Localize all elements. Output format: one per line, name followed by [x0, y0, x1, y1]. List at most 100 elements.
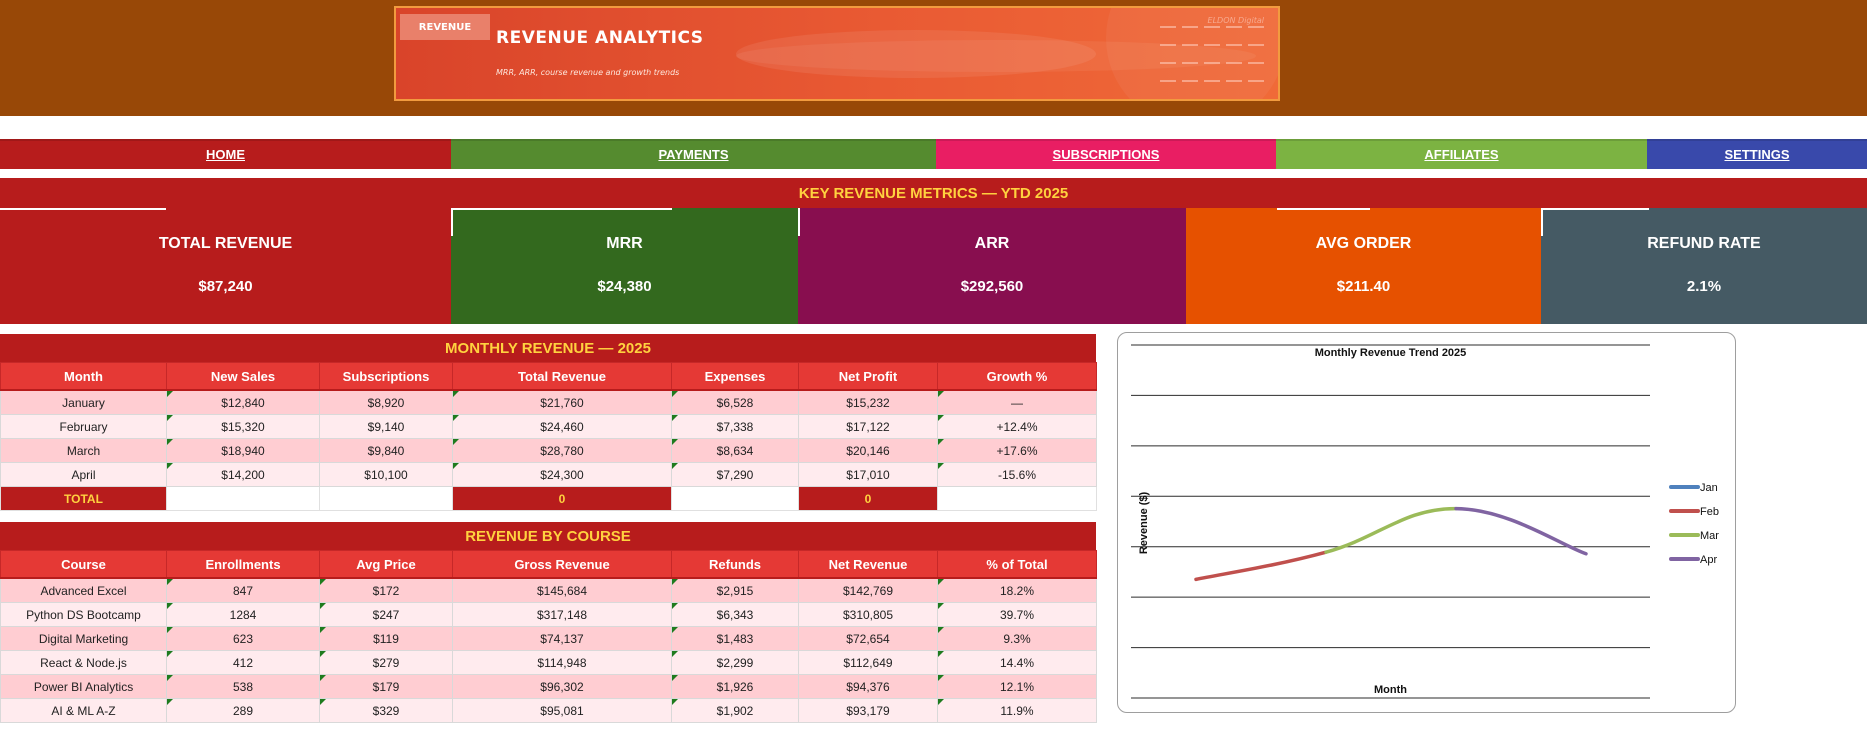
monthly-cell[interactable]: $21,760 — [452, 389, 672, 415]
monthly-total-cell[interactable]: 0 — [798, 486, 938, 511]
course-cell[interactable]: $112,649 — [798, 650, 938, 675]
course-cell[interactable]: 623 — [166, 626, 320, 651]
chart-canvas: Monthly Revenue Trend 2025 Month Revenue (… — [1131, 344, 1719, 699]
course-cell[interactable]: 14.4% — [937, 650, 1097, 675]
course-cell[interactable]: $93,179 — [798, 698, 938, 723]
monthly-cell[interactable]: $10,100 — [319, 462, 453, 487]
course-cell[interactable]: $179 — [319, 674, 453, 699]
monthly-cell[interactable]: +12.4% — [937, 414, 1097, 439]
course-revenue-table: Course Enrollments Avg Price Gross Revenue R… — [0, 550, 1097, 723]
course-cell[interactable]: $329 — [319, 698, 453, 723]
course-cell[interactable]: Power BI Analytics — [0, 674, 167, 699]
course-table-title: REVENUE BY COURSE — [0, 522, 1096, 550]
monthly-cell[interactable]: +17.6% — [937, 438, 1097, 463]
chart-series-line-apr — [1454, 506, 1588, 556]
nav-subscriptions[interactable]: SUBSCRIPTIONS — [936, 139, 1276, 169]
nav-affiliates[interactable]: AFFILIATES — [1276, 139, 1647, 169]
course-cell[interactable]: $1,483 — [671, 626, 799, 651]
course-cell[interactable]: $2,915 — [671, 577, 799, 603]
monthly-cell[interactable]: February — [0, 414, 167, 439]
course-cell[interactable]: $317,148 — [452, 602, 672, 627]
course-cell[interactable]: $172 — [319, 577, 453, 603]
revenue-trend-chart[interactable]: Monthly Revenue Trend 2025 Month Revenue (… — [1117, 332, 1736, 713]
course-cell[interactable]: $145,684 — [452, 577, 672, 603]
nav-settings[interactable]: SETTINGS — [1647, 139, 1867, 169]
nav-home[interactable]: HOME — [0, 139, 451, 169]
course-cell[interactable]: Digital Marketing — [0, 626, 167, 651]
monthly-cell[interactable]: $17,122 — [798, 414, 938, 439]
course-cell[interactable]: 289 — [166, 698, 320, 723]
course-cell[interactable]: $114,948 — [452, 650, 672, 675]
course-header-cell: Avg Price — [319, 550, 453, 579]
monthly-total-cell[interactable] — [671, 486, 799, 511]
monthly-cell[interactable]: $7,290 — [671, 462, 799, 487]
course-cell[interactable]: 39.7% — [937, 602, 1097, 627]
course-cell[interactable]: 1284 — [166, 602, 320, 627]
monthly-total-cell[interactable]: TOTAL — [0, 486, 167, 511]
course-cell[interactable]: 11.9% — [937, 698, 1097, 723]
course-cell[interactable]: $1,902 — [671, 698, 799, 723]
banner-dash — [1248, 26, 1264, 28]
monthly-cell[interactable]: $12,840 — [166, 389, 320, 415]
monthly-cell[interactable]: $9,840 — [319, 438, 453, 463]
course-cell[interactable]: 18.2% — [937, 577, 1097, 603]
monthly-cell[interactable]: $15,320 — [166, 414, 320, 439]
banner-subtitle: MRR, ARR, course revenue and growth tren… — [496, 68, 680, 77]
course-cell[interactable]: $95,081 — [452, 698, 672, 723]
course-cell[interactable]: $310,805 — [798, 602, 938, 627]
course-cell[interactable]: $119 — [319, 626, 453, 651]
monthly-cell[interactable]: $9,140 — [319, 414, 453, 439]
monthly-cell[interactable]: $14,200 — [166, 462, 320, 487]
monthly-cell[interactable]: March — [0, 438, 167, 463]
monthly-total-cell[interactable] — [319, 486, 453, 511]
course-cell[interactable]: $247 — [319, 602, 453, 627]
monthly-cell[interactable]: $8,634 — [671, 438, 799, 463]
monthly-row: March $18,940 $9,840 $28,780 $8,634 $20,146 +1… — [0, 438, 1097, 463]
monthly-cell[interactable]: $6,528 — [671, 389, 799, 415]
course-cell[interactable]: 412 — [166, 650, 320, 675]
course-cell[interactable]: $94,376 — [798, 674, 938, 699]
monthly-total-cell[interactable] — [166, 486, 320, 511]
monthly-cell[interactable]: $20,146 — [798, 438, 938, 463]
course-header-cell: Net Revenue — [798, 550, 938, 579]
monthly-cell[interactable]: $7,338 — [671, 414, 799, 439]
monthly-cell[interactable]: $24,460 — [452, 414, 672, 439]
monthly-cell[interactable]: April — [0, 462, 167, 487]
course-cell[interactable]: 538 — [166, 674, 320, 699]
monthly-header-cell: Growth % — [937, 362, 1097, 391]
monthly-cell[interactable]: $24,300 — [452, 462, 672, 487]
nav-payments[interactable]: PAYMENTS — [451, 139, 936, 169]
course-cell[interactable]: $2,299 — [671, 650, 799, 675]
monthly-total-cell[interactable]: 0 — [452, 486, 672, 511]
course-cell[interactable]: $72,654 — [798, 626, 938, 651]
course-row: Advanced Excel 847 $172 $145,684 $2,915 $142,… — [0, 577, 1097, 603]
monthly-cell[interactable]: $17,010 — [798, 462, 938, 487]
monthly-cell[interactable]: -15.6% — [937, 462, 1097, 487]
course-cell[interactable]: 9.3% — [937, 626, 1097, 651]
monthly-cell[interactable]: — — [937, 389, 1097, 415]
monthly-cell[interactable]: January — [0, 389, 167, 415]
course-cell[interactable]: React & Node.js — [0, 650, 167, 675]
course-cell[interactable]: $74,137 — [452, 626, 672, 651]
monthly-total-cell[interactable] — [937, 486, 1097, 511]
course-cell[interactable]: $279 — [319, 650, 453, 675]
course-header-cell: Enrollments — [166, 550, 320, 579]
monthly-header-cell: New Sales — [166, 362, 320, 391]
course-cell[interactable]: Advanced Excel — [0, 577, 167, 603]
course-cell[interactable]: AI & ML A-Z — [0, 698, 167, 723]
monthly-cell[interactable]: $8,920 — [319, 389, 453, 415]
course-cell[interactable]: $6,343 — [671, 602, 799, 627]
kpi-value: $24,380 — [597, 278, 652, 295]
kpi-label: AVG ORDER — [1315, 235, 1412, 252]
monthly-cell[interactable]: $28,780 — [452, 438, 672, 463]
course-cell[interactable]: $1,926 — [671, 674, 799, 699]
course-cell[interactable]: $96,302 — [452, 674, 672, 699]
course-cell[interactable]: $142,769 — [798, 577, 938, 603]
course-cell[interactable]: 12.1% — [937, 674, 1097, 699]
kpi-card-refund-rate: REFUND RATE 2.1% — [1541, 208, 1867, 324]
course-cell[interactable]: 847 — [166, 577, 320, 603]
monthly-cell[interactable]: $15,232 — [798, 389, 938, 415]
monthly-cell[interactable]: $18,940 — [166, 438, 320, 463]
chart-legend-label: Feb — [1700, 506, 1719, 518]
course-cell[interactable]: Python DS Bootcamp — [0, 602, 167, 627]
